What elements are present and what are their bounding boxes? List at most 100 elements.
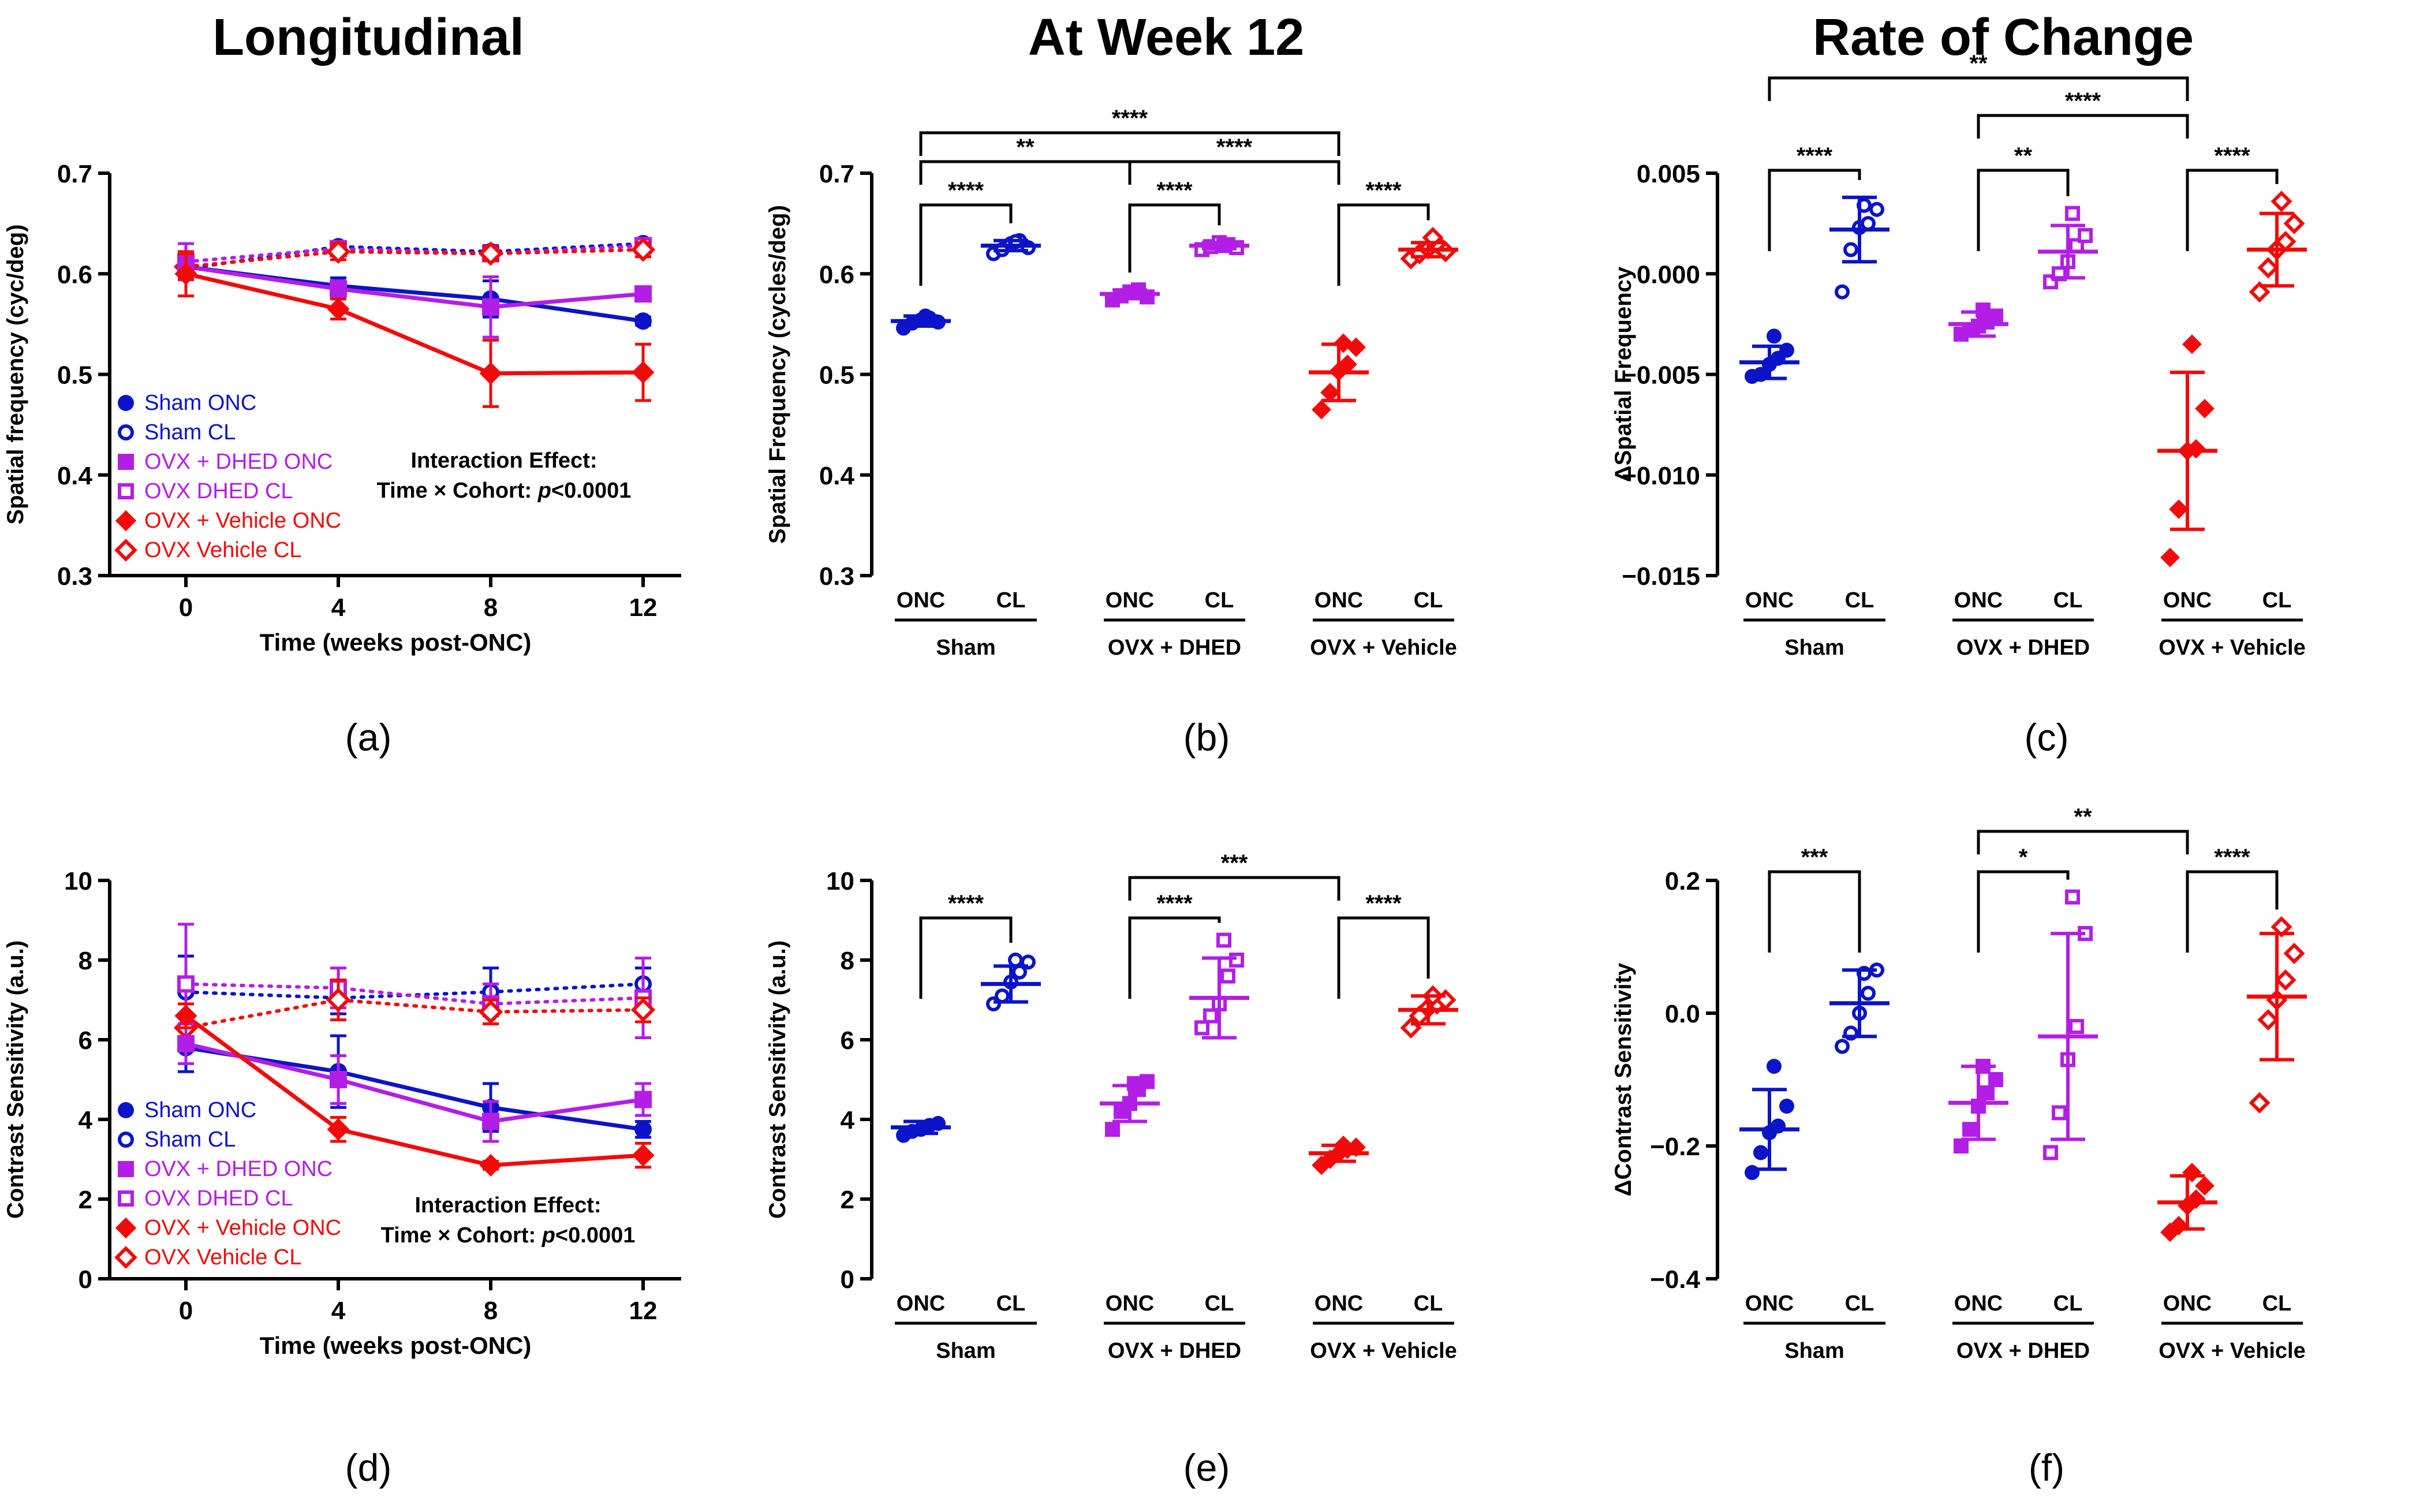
group-label: OVX + DHED bbox=[1108, 636, 1241, 660]
y-tick-label: 10 bbox=[64, 867, 92, 895]
legend-marker bbox=[114, 1246, 137, 1269]
significance-bracket bbox=[1768, 169, 1861, 251]
panel-b: 0.3 0.4 0.5 0.6 0.7 Spatial Frequency (cycles… bbox=[765, 106, 1458, 660]
y-tick-label: −0.005 bbox=[1622, 361, 1700, 390]
y-axis-label: Contrast Sensitivity (a.u.) bbox=[765, 940, 790, 1219]
data-point bbox=[479, 362, 502, 385]
data-point bbox=[479, 1153, 502, 1177]
significance-bracket bbox=[1977, 830, 2189, 854]
panel-f: −0.4 −0.2 0.0 0.2 ΔContrast Sensitivity ONC CL… bbox=[1611, 804, 2307, 1363]
data-point bbox=[1203, 1008, 1218, 1024]
legend-marker bbox=[118, 1190, 134, 1207]
y-tick-label: 0.3 bbox=[57, 562, 92, 591]
onc-label: ONC bbox=[897, 1291, 945, 1316]
data-point bbox=[2271, 191, 2292, 212]
data-point bbox=[2169, 499, 2189, 519]
data-point bbox=[2065, 889, 2080, 905]
data-point bbox=[2065, 206, 2080, 221]
x-tick-label: 8 bbox=[484, 1297, 498, 1325]
data-point bbox=[1220, 968, 1235, 984]
data-point bbox=[2283, 942, 2305, 965]
data-point bbox=[1835, 1039, 1850, 1054]
y-tick-label: 0.005 bbox=[1637, 160, 1700, 188]
legend-item: OVX + DHED ONC bbox=[144, 1157, 333, 1181]
y-axis-label: Spatial frequency (cyc/deg) bbox=[3, 224, 28, 524]
data-point bbox=[2257, 257, 2279, 279]
significance-stars: ** bbox=[2074, 804, 2092, 830]
legend-marker bbox=[118, 395, 134, 411]
legend-item: OVX DHED CL bbox=[144, 479, 293, 503]
significance-stars: *** bbox=[1221, 850, 1248, 876]
significance-bracket bbox=[919, 203, 1013, 286]
legend-marker bbox=[118, 454, 134, 470]
panel-label-e: (e) bbox=[1183, 1446, 1230, 1489]
significance-stars: **** bbox=[2214, 143, 2250, 169]
y-axis-label: Contrast Sensitivity (a.u.) bbox=[3, 940, 28, 1219]
y-tick-label: 0.6 bbox=[819, 260, 854, 289]
cl-label: CL bbox=[996, 588, 1026, 613]
panel-e: 0 2 4 6 8 10 Contrast Sensitivity (a.u.) ONC CL O… bbox=[765, 850, 1458, 1363]
y-axis-label: Spatial Frequency (cycles/deg) bbox=[765, 205, 790, 544]
interaction-line1: Interaction Effect: bbox=[415, 1193, 601, 1218]
significance-stars: ** bbox=[1969, 51, 1988, 76]
legend-marker bbox=[118, 483, 134, 499]
onc-label: ONC bbox=[897, 588, 945, 613]
data-point bbox=[482, 298, 499, 316]
panel-label-d: (d) bbox=[345, 1446, 392, 1489]
significance-stars: ** bbox=[1016, 135, 1035, 160]
onc-label: ONC bbox=[1745, 588, 1794, 613]
cl-label: CL bbox=[1414, 588, 1443, 613]
group-label: OVX + DHED bbox=[1956, 636, 2090, 660]
data-point bbox=[634, 312, 652, 330]
group-label: OVX + Vehicle bbox=[1310, 1339, 1457, 1363]
data-point bbox=[1216, 932, 1231, 948]
legend-marker bbox=[118, 424, 134, 440]
y-tick-label: 0.2 bbox=[1665, 867, 1700, 895]
data-point bbox=[326, 987, 351, 1013]
data-point bbox=[1767, 328, 1782, 344]
cl-label: CL bbox=[2053, 588, 2083, 613]
data-point bbox=[634, 1121, 652, 1138]
onc-label: ONC bbox=[1954, 588, 2003, 613]
y-tick-label: 0.5 bbox=[819, 361, 854, 390]
onc-label: ONC bbox=[2163, 588, 2212, 613]
y-tick-label: 0.4 bbox=[819, 462, 855, 490]
y-tick-label: 2 bbox=[841, 1186, 854, 1214]
significance-bracket bbox=[1337, 916, 1430, 999]
cl-label: CL bbox=[1205, 1291, 1234, 1316]
cl-label: CL bbox=[1205, 588, 1234, 613]
significance-stars: **** bbox=[1156, 891, 1193, 916]
group-label: OVX + Vehicle bbox=[2159, 1339, 2306, 1363]
y-tick-label: −0.4 bbox=[1650, 1265, 1700, 1294]
significance-bracket bbox=[919, 131, 1340, 156]
significance-bracket bbox=[1977, 870, 2070, 953]
y-tick-label: 8 bbox=[79, 947, 92, 975]
y-tick-label: 8 bbox=[841, 947, 854, 975]
y-tick-label: 0.7 bbox=[57, 160, 92, 188]
data-point bbox=[2043, 1145, 2058, 1160]
cl-label: CL bbox=[2053, 1291, 2083, 1316]
group-label: OVX + Vehicle bbox=[2159, 636, 2306, 660]
data-point bbox=[177, 1035, 195, 1052]
data-point bbox=[632, 361, 655, 384]
column-title-2: Rate of Change bbox=[1813, 9, 2194, 66]
legend-item: OVX DHED CL bbox=[144, 1186, 293, 1211]
data-point bbox=[630, 998, 656, 1022]
legend-marker bbox=[118, 1102, 134, 1118]
interaction-line2: Time × Cohort: p<0.0001 bbox=[377, 479, 632, 503]
interaction-prefix: Time × Cohort: bbox=[381, 1223, 542, 1248]
data-point bbox=[326, 239, 351, 264]
y-tick-label: 0.0 bbox=[1665, 1000, 1700, 1028]
legend-item: OVX Vehicle CL bbox=[144, 1245, 301, 1270]
y-tick-label: −0.2 bbox=[1650, 1133, 1700, 1161]
cl-label: CL bbox=[2262, 1291, 2292, 1316]
data-point bbox=[1338, 354, 1357, 374]
data-point bbox=[177, 975, 195, 993]
cl-label: CL bbox=[2262, 588, 2292, 613]
column-title-0: Longitudinal bbox=[212, 9, 524, 66]
significance-bracket bbox=[1977, 169, 2070, 251]
data-point bbox=[330, 1071, 347, 1088]
group-label: Sham bbox=[936, 1339, 995, 1363]
interaction-suffix: <0.0001 bbox=[551, 479, 631, 503]
